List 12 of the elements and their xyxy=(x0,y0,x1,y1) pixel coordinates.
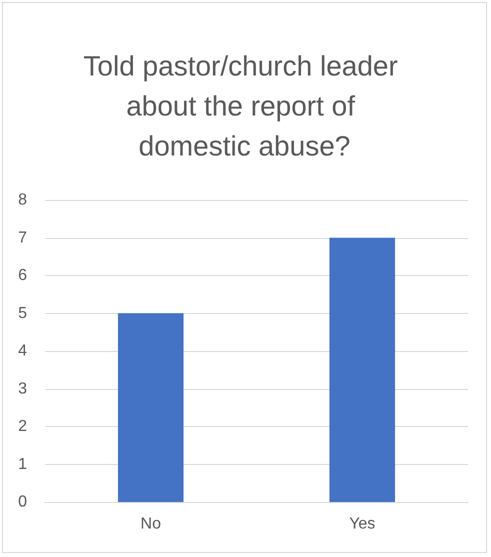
chart-title: Told pastor/church leader about the report of domestic abuse? xyxy=(83,50,406,162)
y-tick-label: 2 xyxy=(18,418,28,435)
y-tick-label: 0 xyxy=(18,494,28,510)
x-tick-label: Yes xyxy=(349,516,376,532)
y-tick-label: 4 xyxy=(18,342,28,360)
y-tick-label: 7 xyxy=(18,229,28,246)
y-tick-label: 3 xyxy=(18,380,28,398)
x-tick-label: No xyxy=(140,516,162,532)
y-tick-label: 1 xyxy=(18,456,28,473)
y-tick-label: 8 xyxy=(18,192,28,208)
y-tick-label: 6 xyxy=(18,267,28,284)
y-tick-label: 5 xyxy=(18,304,28,322)
